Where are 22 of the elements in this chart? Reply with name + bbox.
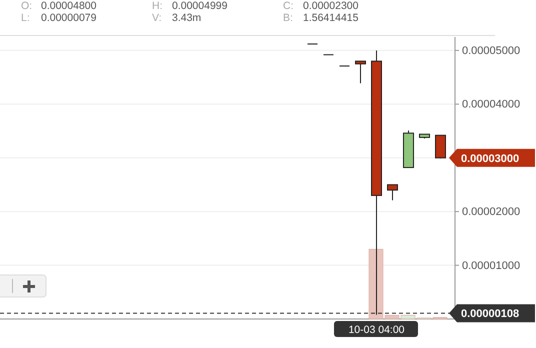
candlestick [435,134,446,159]
text: H: [152,0,162,12]
text: B: [283,12,293,24]
text: 0.00002300 [303,0,359,12]
y-tick-label: 0.00004000 [462,98,520,111]
text: 0.00003000 [461,152,520,165]
y-tick-label: 0.00005000 [462,44,520,57]
text: 0.00004800 [41,0,97,12]
text: L: [21,12,30,24]
y-tick-label: 0.00002000 [462,206,520,218]
text: 0.00000079 [41,12,97,24]
text: V: [152,12,162,24]
candlestick [387,184,398,201]
text: C: [283,0,294,12]
text: O: [21,0,32,12]
text: 0.00004999 [172,0,228,12]
candlestick [355,60,366,84]
ref-line-label: 0.00000108 [461,308,520,320]
text: 1.56414415 [303,12,359,24]
x-tick-label: 10-03 04:00 [348,324,405,336]
y-tick-label: 0.00001000 [462,260,520,272]
text: 3.43m [172,12,202,24]
